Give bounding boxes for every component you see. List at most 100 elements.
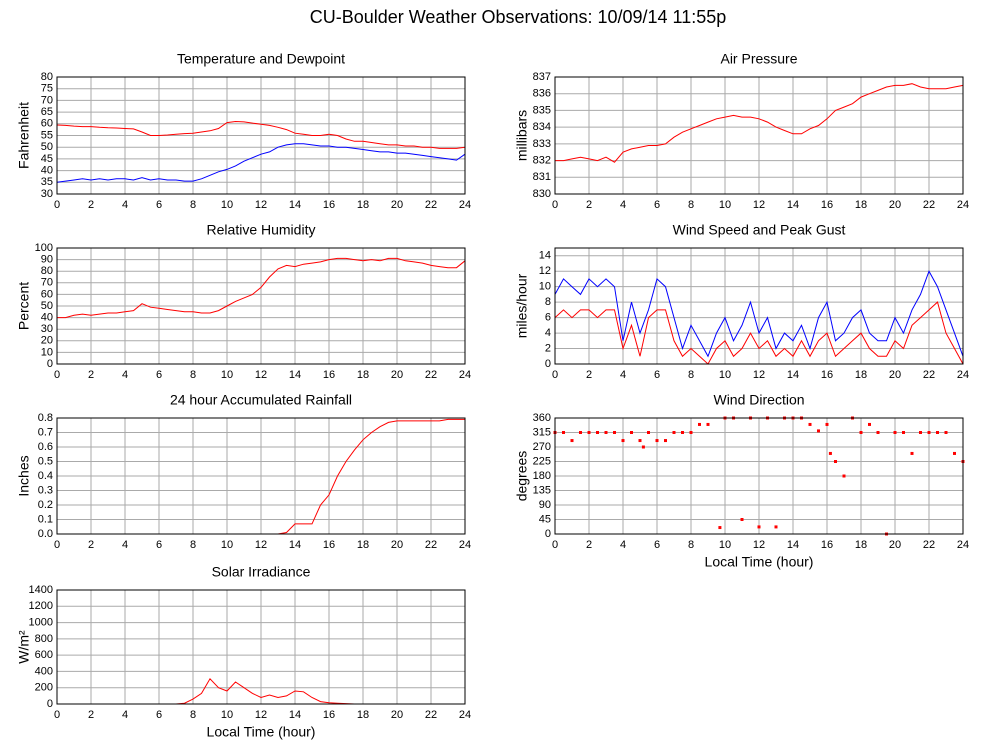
y-tick-label: 50: [41, 300, 53, 312]
y-tick-label: 0: [545, 358, 551, 370]
data-point: [664, 439, 667, 443]
x-tick-label: 14: [289, 369, 301, 381]
x-tick-label: 20: [391, 369, 403, 381]
x-tick-label: 2: [586, 369, 592, 381]
y-tick-label: 832: [533, 154, 551, 166]
plot-frame: [56, 417, 466, 535]
y-tick-label: 360: [533, 412, 551, 424]
x-tick-label: 18: [357, 539, 369, 551]
data-point: [774, 525, 778, 529]
plot-frame: [56, 589, 466, 705]
x-tick-label: 22: [425, 539, 437, 551]
y-tick-label: 90: [41, 254, 53, 266]
y-tick-label: 2: [545, 342, 551, 354]
data-point: [655, 439, 659, 443]
data-point: [579, 431, 582, 434]
x-tick-label: 24: [957, 539, 969, 551]
y-tick-label: 20: [41, 335, 53, 347]
y-tick-label: 0.0: [38, 528, 53, 540]
x-tick-label: 24: [459, 539, 471, 551]
y-tick-label: 600: [35, 649, 53, 661]
x-tick-label: 22: [425, 709, 437, 721]
y-tick-label: 835: [533, 104, 551, 116]
x-tick-label: 0: [54, 539, 60, 551]
x-tick-label: 16: [323, 709, 335, 721]
x-tick-label: 12: [255, 369, 267, 381]
data-line: [56, 120, 466, 149]
y-tick-label: 0: [47, 698, 53, 710]
x-tick-label: 8: [190, 709, 196, 721]
panel-title: Relative Humidity: [207, 222, 316, 238]
x-tick-label: 4: [122, 199, 128, 211]
x-tick-label: 16: [821, 369, 833, 381]
x-tick-label: 2: [586, 199, 592, 211]
data-point: [817, 429, 820, 433]
data-point: [672, 431, 676, 434]
x-tick-label: 18: [357, 709, 369, 721]
data-point: [587, 431, 591, 434]
x-tick-label: 8: [688, 199, 694, 211]
x-tick-label: 6: [156, 369, 162, 381]
data-point: [825, 422, 829, 426]
data-point: [630, 431, 633, 434]
x-tick-label: 6: [156, 709, 162, 721]
y-tick-label: 30: [41, 188, 53, 200]
y-axis-label: Inches: [16, 455, 32, 496]
y-tick-label: 100: [35, 242, 53, 254]
x-tick-label: 0: [552, 199, 558, 211]
x-tick-label: 2: [88, 539, 94, 551]
x-tick-label: 20: [889, 199, 901, 211]
y-tick-label: 60: [41, 118, 53, 130]
y-tick-label: 1400: [29, 584, 53, 596]
x-tick-label: 8: [190, 539, 196, 551]
x-tick-label: 6: [654, 199, 660, 211]
x-tick-label: 0: [552, 539, 558, 551]
data-line: [57, 257, 466, 319]
x-tick-label: 2: [88, 199, 94, 211]
y-tick-label: 135: [533, 484, 551, 496]
data-point: [859, 431, 863, 434]
y-tick-label: 65: [41, 106, 53, 118]
data-point: [828, 451, 832, 455]
x-tick-label: 16: [323, 199, 335, 211]
y-tick-label: 0.3: [38, 484, 53, 496]
y-tick-label: 80: [41, 265, 53, 277]
data-point: [562, 431, 565, 434]
y-tick-label: 12: [539, 265, 551, 277]
plot-frame: [554, 417, 964, 535]
x-tick-label: 0: [54, 199, 60, 211]
x-tick-label: 22: [425, 199, 437, 211]
x-axis-label: Local Time (hour): [705, 554, 814, 570]
y-axis-label: Fahrenheit: [16, 102, 32, 169]
y-tick-label: 50: [41, 141, 53, 153]
y-tick-label: 55: [41, 129, 53, 141]
data-point: [757, 525, 761, 529]
plot-frame: [554, 76, 964, 195]
data-point: [893, 431, 897, 434]
x-tick-label: 20: [391, 709, 403, 721]
y-tick-label: 0.2: [38, 499, 53, 511]
x-tick-label: 14: [787, 369, 799, 381]
y-tick-label: 837: [533, 71, 551, 83]
y-axis-label: Percent: [16, 282, 32, 330]
y-axis-label: W/m²: [16, 630, 32, 664]
data-line: [555, 83, 964, 163]
data-point: [902, 431, 905, 434]
x-tick-label: 0: [54, 709, 60, 721]
x-tick-label: 6: [654, 369, 660, 381]
x-tick-label: 24: [459, 369, 471, 381]
y-tick-label: 833: [533, 138, 551, 150]
y-tick-label: 8: [545, 296, 551, 308]
data-point: [689, 431, 693, 434]
x-tick-label: 8: [688, 369, 694, 381]
panel-title: Wind Speed and Peak Gust: [673, 222, 846, 238]
y-tick-label: 75: [41, 83, 53, 95]
data-point: [834, 460, 837, 463]
y-tick-label: 315: [533, 426, 551, 438]
data-point: [604, 431, 608, 434]
data-point: [647, 431, 650, 434]
x-tick-label: 18: [357, 369, 369, 381]
y-tick-label: 80: [41, 71, 53, 83]
x-tick-label: 10: [719, 539, 731, 551]
